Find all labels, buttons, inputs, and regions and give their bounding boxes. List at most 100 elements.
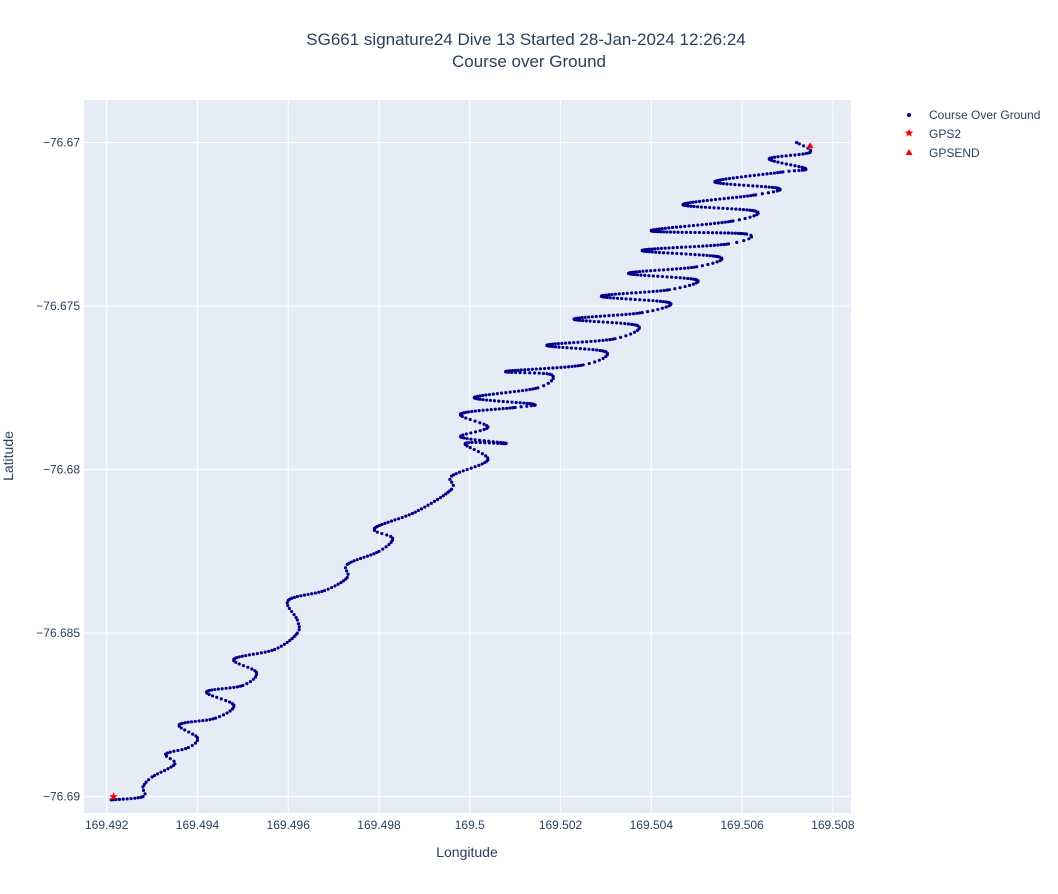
course-point xyxy=(235,685,239,689)
course-point xyxy=(721,182,726,186)
course-point xyxy=(352,559,356,563)
course-point xyxy=(640,310,644,315)
course-point xyxy=(320,589,324,594)
legend-item-gpsend[interactable]: GPSEND xyxy=(905,146,981,160)
course-point xyxy=(186,720,190,724)
course-point xyxy=(380,522,384,527)
course-point xyxy=(656,247,660,251)
course-point xyxy=(169,765,173,769)
course-point xyxy=(688,201,692,205)
course-point xyxy=(228,686,232,690)
course-point xyxy=(465,437,469,441)
course-point xyxy=(604,338,609,342)
course-point xyxy=(365,554,370,558)
course-point xyxy=(547,366,551,370)
course-point xyxy=(598,348,602,353)
course-point xyxy=(577,316,582,320)
course-point xyxy=(720,220,724,225)
course-point xyxy=(743,216,747,221)
course-point xyxy=(426,503,430,507)
course-point xyxy=(729,182,733,186)
course-point xyxy=(746,183,750,188)
course-point xyxy=(155,772,160,776)
course-point xyxy=(653,268,657,273)
course-point xyxy=(247,653,252,657)
course-point xyxy=(657,250,662,255)
course-point xyxy=(556,342,561,346)
course-point xyxy=(250,667,254,671)
course-point xyxy=(523,371,527,375)
course-point xyxy=(675,245,679,250)
course-point xyxy=(583,347,587,351)
course-point xyxy=(576,340,580,344)
course-point xyxy=(457,470,462,474)
course-point xyxy=(672,230,676,234)
course-point xyxy=(295,631,299,635)
course-point xyxy=(162,768,167,773)
legend[interactable]: Course Over Ground GPS2 GPSEND xyxy=(904,108,1041,160)
course-point xyxy=(486,456,490,460)
legend-item-gps2[interactable]: GPS2 xyxy=(904,127,962,141)
course-point xyxy=(705,198,709,203)
course-point xyxy=(561,345,565,350)
course-point xyxy=(711,261,715,265)
course-point xyxy=(237,662,241,666)
course-point xyxy=(597,339,601,343)
course-point xyxy=(591,348,595,352)
course-point xyxy=(172,749,176,753)
course-point xyxy=(505,406,509,410)
course-point xyxy=(594,314,598,319)
course-point xyxy=(508,390,512,394)
course-point xyxy=(510,369,515,373)
legend-star-icon xyxy=(904,128,914,137)
course-point xyxy=(358,556,363,561)
course-point xyxy=(663,226,667,230)
course-point xyxy=(525,401,529,405)
legend-item-course-over-ground[interactable]: Course Over Ground xyxy=(907,108,1040,122)
course-point xyxy=(659,230,663,234)
course-point xyxy=(216,687,220,691)
course-point xyxy=(580,316,584,320)
course-point xyxy=(686,266,690,270)
course-point xyxy=(787,169,791,173)
course-point xyxy=(709,243,713,248)
course-point xyxy=(689,204,693,208)
course-point xyxy=(718,181,723,185)
course-point xyxy=(194,734,198,738)
course-point xyxy=(472,447,476,452)
course-point xyxy=(735,195,739,199)
course-point xyxy=(722,242,726,247)
course-point xyxy=(626,322,631,326)
course-point xyxy=(528,387,532,392)
course-point xyxy=(700,223,704,227)
course-point xyxy=(691,277,695,281)
course-point xyxy=(620,296,624,301)
course-point xyxy=(688,252,693,256)
course-point xyxy=(501,441,506,445)
course-point xyxy=(637,269,642,274)
course-point xyxy=(596,320,601,324)
course-point xyxy=(682,276,686,280)
course-point xyxy=(712,206,716,210)
course-point xyxy=(584,319,588,323)
course-point xyxy=(473,430,478,434)
course-point xyxy=(290,609,294,614)
course-point xyxy=(772,155,777,159)
course-point xyxy=(660,274,665,279)
course-point xyxy=(570,364,574,369)
course-point xyxy=(567,365,571,369)
course-point xyxy=(183,747,188,751)
course-point xyxy=(574,346,578,350)
course-point xyxy=(508,406,512,410)
course-point xyxy=(469,437,473,441)
course-point xyxy=(748,174,752,178)
course-point xyxy=(801,152,805,156)
course-point xyxy=(722,197,726,201)
course-point xyxy=(362,555,366,559)
course-point xyxy=(580,340,584,344)
course-point xyxy=(632,323,636,327)
course-point xyxy=(705,244,709,248)
course-point xyxy=(201,718,205,723)
course-point xyxy=(485,424,489,428)
course-point xyxy=(384,545,388,549)
